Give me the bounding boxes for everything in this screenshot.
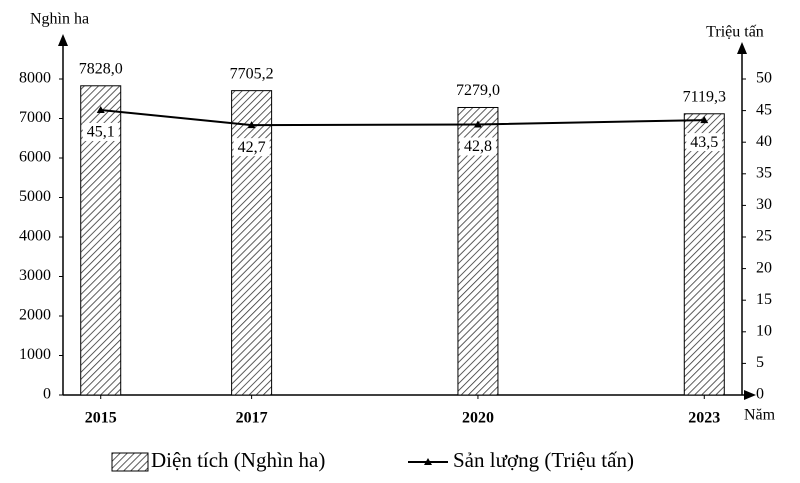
legend-marker <box>424 458 432 465</box>
line-marker <box>700 116 709 124</box>
legend-swatch <box>111 452 149 472</box>
y-tick-label: 3000 <box>19 267 51 284</box>
y-tick-label: 8000 <box>19 70 51 87</box>
y2-tick-label: 15 <box>756 291 772 308</box>
y2-tick-label: 25 <box>756 228 772 245</box>
x-tick-label: 2015 <box>85 410 117 427</box>
y2-tick-label: 5 <box>756 354 764 371</box>
line-marker <box>473 120 482 128</box>
y-axis-arrow <box>58 34 68 46</box>
y-tick-label: 0 <box>43 386 51 403</box>
y-tick-label: 6000 <box>19 149 51 166</box>
x-axis-label: Năm <box>744 407 776 424</box>
line-marker <box>96 105 105 113</box>
y-axis-label: Nghìn ha <box>30 11 89 28</box>
bar-value-label: 7279,0 <box>456 82 500 99</box>
y2-tick-label: 20 <box>756 259 772 276</box>
line-value-label: 43,5 <box>690 134 718 151</box>
y-tick-label: 2000 <box>19 307 51 324</box>
x-tick-label: 2023 <box>688 410 720 427</box>
bar-value-label: 7119,3 <box>683 88 726 105</box>
y2-tick-label: 30 <box>756 196 772 213</box>
x-tick-label: 2017 <box>236 410 268 427</box>
bar-value-label: 7828,0 <box>79 60 123 77</box>
y-tick-label: 1000 <box>19 346 51 363</box>
line-label-bg <box>686 133 723 152</box>
y2-tick-label: 10 <box>756 322 772 339</box>
line-label-bg <box>233 138 270 157</box>
line-marker <box>247 121 256 129</box>
x-axis-arrow <box>744 390 756 400</box>
line-value-label: 42,8 <box>464 138 492 155</box>
y-tick-label: 7000 <box>19 109 51 126</box>
line-label-bg <box>82 122 119 141</box>
x-tick-label: 2020 <box>462 410 494 427</box>
line-label-bg <box>459 137 496 156</box>
y-tick-label: 4000 <box>19 228 51 245</box>
bar-value-label: 7705,2 <box>230 65 274 82</box>
y2-axis-label: Triệu tấn <box>706 24 764 41</box>
y2-tick-label: 45 <box>756 101 772 118</box>
bar <box>231 90 273 396</box>
y2-tick-label: 40 <box>756 133 772 150</box>
bar <box>683 113 725 396</box>
y2-tick-label: 35 <box>756 164 772 181</box>
y2-tick-label: 50 <box>756 70 772 87</box>
line-value-label: 45,1 <box>87 124 115 141</box>
y2-axis-arrow <box>737 42 747 54</box>
legend-label: Sản lượng (Triệu tấn) <box>453 448 634 472</box>
legend-label: Diện tích (Nghìn ha) <box>151 448 325 472</box>
y2-tick-label: 0 <box>756 386 764 403</box>
line-value-label: 42,7 <box>238 139 266 156</box>
line <box>100 108 705 127</box>
y-tick-label: 5000 <box>19 188 51 205</box>
